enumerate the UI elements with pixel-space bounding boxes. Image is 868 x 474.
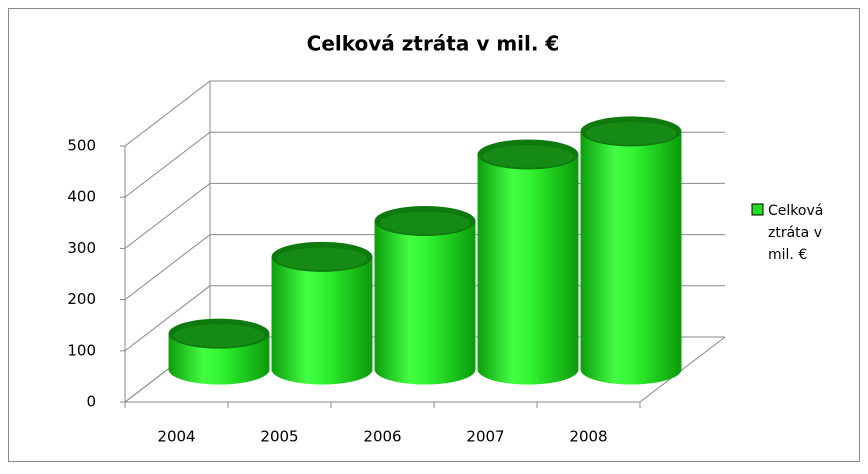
grid-line	[124, 131, 725, 198]
legend-label: Celková ztráta v mil. €	[768, 203, 824, 263]
cylinder-top-shade	[379, 211, 471, 235]
floor-edge	[639, 336, 726, 403]
cylinder-top-shade	[482, 145, 574, 168]
x-tick-label: 2004	[157, 428, 195, 446]
y-tick-label: 400	[67, 188, 96, 206]
y-tick-label: 200	[67, 290, 96, 308]
x-tick-label: 2006	[363, 428, 401, 446]
cylinder	[271, 241, 373, 385]
y-tick-label: 500	[67, 137, 96, 155]
cylinder-body	[271, 256, 373, 385]
y-tick-label: 100	[67, 341, 96, 359]
cylinder-body	[477, 154, 579, 385]
cylinder	[580, 116, 682, 385]
x-tick-label: 2005	[260, 428, 298, 446]
y-tick-label: 300	[67, 239, 96, 257]
cylinder-top-shade	[173, 324, 265, 347]
cylinder	[168, 318, 270, 385]
cylinder	[374, 206, 476, 385]
legend-swatch	[751, 203, 764, 216]
cylinder-top-shade	[585, 122, 677, 145]
cylinder-body	[374, 221, 476, 385]
cylinder-top-shade	[276, 247, 368, 271]
cylinder	[477, 139, 579, 385]
y-tick-label: 0	[86, 393, 96, 411]
grid-line	[124, 80, 725, 147]
chart-title: Celková ztráta v mil. €	[307, 32, 560, 56]
x-tick-label: 2007	[466, 428, 504, 446]
x-tick-label: 2008	[569, 428, 607, 446]
cylinder-body	[580, 131, 682, 385]
